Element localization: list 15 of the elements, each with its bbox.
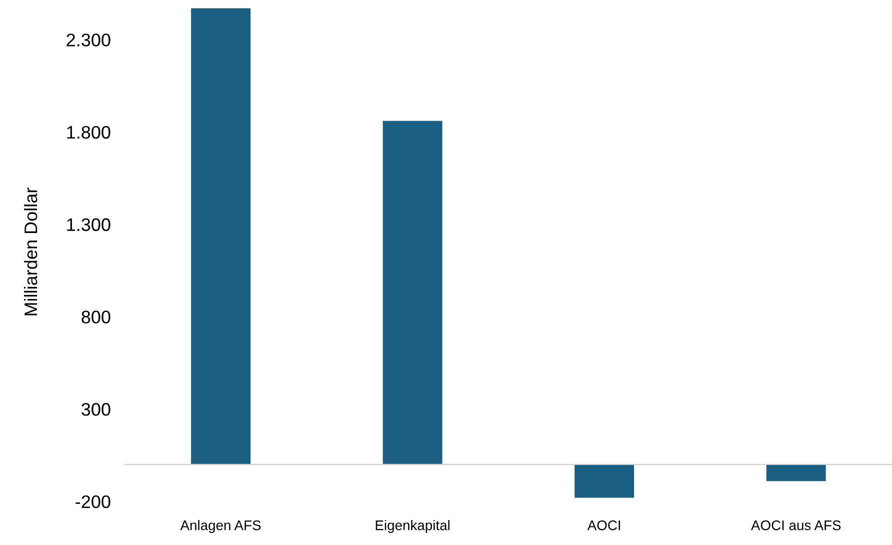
bar	[191, 8, 250, 464]
y-tick-label: 800	[82, 310, 110, 324]
x-tick-label: Eigenkapital	[376, 520, 450, 533]
x-tick-label: Anlagen AFS	[180, 520, 261, 533]
y-axis-title: Milliarden Dollar	[24, 188, 38, 316]
bar	[766, 464, 826, 482]
x-tick-label: AOCI	[587, 520, 620, 530]
x-tick-label: AOCI aus AFS	[750, 520, 841, 530]
y-tick-label: 2.300	[66, 34, 110, 46]
bar	[382, 120, 442, 464]
bar	[574, 464, 634, 498]
y-tick-label: 1.800	[67, 126, 110, 139]
y-tick-label: -200	[76, 495, 110, 508]
y-tick-label: 300	[82, 402, 110, 416]
y-tick-label: 1.300	[67, 218, 110, 232]
